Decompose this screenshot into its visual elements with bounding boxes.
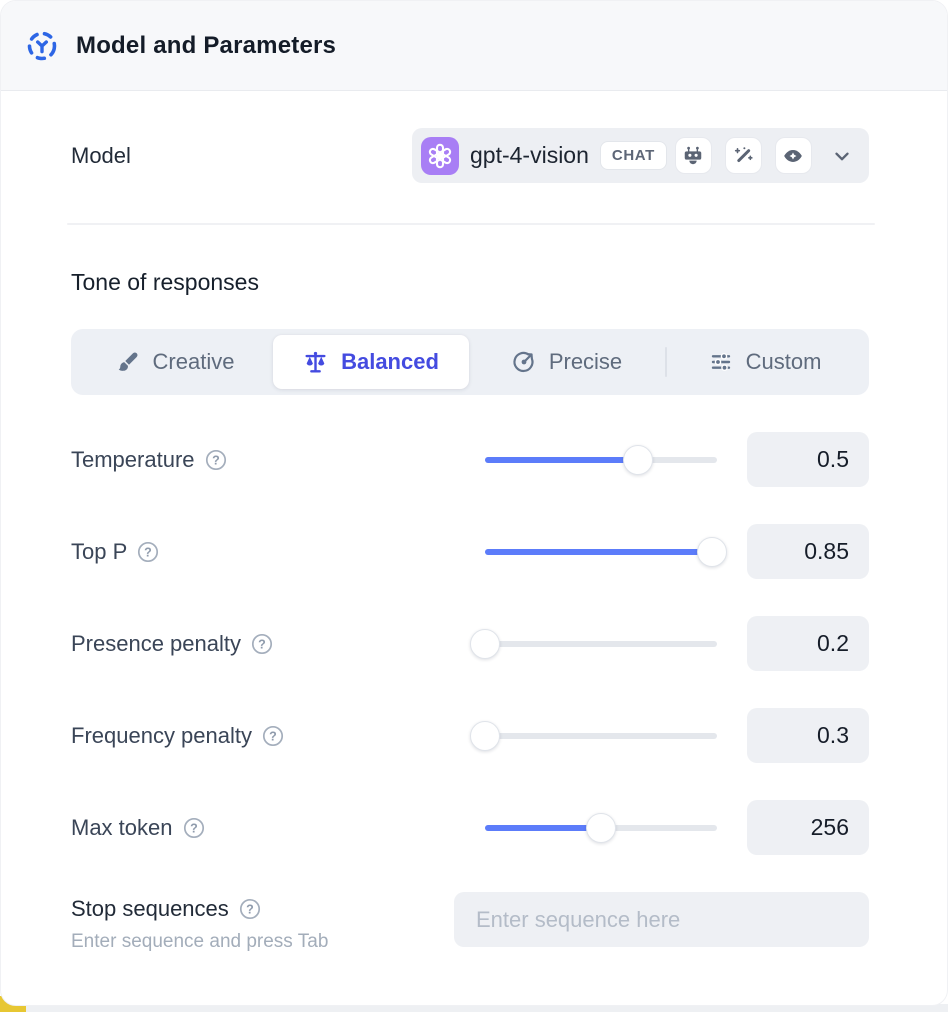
- tone-option-custom[interactable]: Custom: [667, 335, 863, 389]
- svg-text:?: ?: [246, 902, 254, 916]
- tone-option-balanced[interactable]: Balanced: [273, 335, 469, 389]
- model-select[interactable]: gpt-4-vision CHAT: [412, 128, 869, 183]
- stop-sequences-input[interactable]: [454, 892, 869, 947]
- top-p-value[interactable]: 0.85: [747, 524, 869, 579]
- target-arrow-icon: [512, 350, 536, 374]
- section-divider: [67, 223, 875, 225]
- tone-option-label: Creative: [152, 349, 235, 374]
- temperature-slider[interactable]: [485, 444, 717, 475]
- param-label-text: Frequency penalty: [71, 722, 252, 748]
- slider-fill: [485, 824, 601, 831]
- help-icon[interactable]: ?: [262, 725, 284, 747]
- param-row-frequency-penalty: Frequency penalty ? 0.3: [71, 708, 869, 763]
- param-label-text: Presence penalty: [71, 630, 241, 656]
- model-row: Model: [71, 128, 869, 183]
- slider-track: [485, 732, 717, 739]
- presence-penalty-value[interactable]: 0.2: [747, 616, 869, 671]
- svg-text:?: ?: [258, 637, 266, 651]
- vision-eye-icon: [774, 137, 812, 174]
- stop-sequences-row: Stop sequences ? Enter sequence and pres…: [71, 892, 869, 953]
- frequency-penalty-value[interactable]: 0.3: [747, 708, 869, 763]
- stop-sequences-label: Stop sequences: [71, 896, 229, 921]
- slider-thumb[interactable]: [470, 720, 500, 751]
- temperature-value[interactable]: 0.5: [747, 432, 869, 487]
- tone-segmented-control: Creative Balanced: [71, 329, 869, 395]
- slider-fill: [485, 456, 639, 463]
- param-label-text: Top P: [71, 538, 128, 564]
- param-label-text: Temperature: [71, 446, 195, 472]
- tone-section-title: Tone of responses: [71, 269, 259, 295]
- help-icon[interactable]: ?: [239, 898, 261, 920]
- svg-text:?: ?: [212, 453, 220, 467]
- svg-text:?: ?: [144, 545, 152, 559]
- background-strip: [0, 1004, 948, 1012]
- segment-divider: [665, 347, 667, 377]
- svg-text:?: ?: [190, 821, 198, 835]
- model-hub-icon: [25, 29, 59, 63]
- param-row-top-p: Top P ? 0.85: [71, 524, 869, 579]
- tone-option-precise[interactable]: Precise: [469, 335, 665, 389]
- help-icon[interactable]: ?: [183, 817, 205, 839]
- param-row-presence-penalty: Presence penalty ? 0.2: [71, 616, 869, 671]
- slider-fill: [485, 548, 713, 555]
- max-token-value[interactable]: 256: [747, 800, 869, 855]
- presence-penalty-slider[interactable]: [470, 628, 717, 659]
- magic-wand-icon: [724, 137, 762, 174]
- panel-body: Model: [1, 128, 947, 953]
- frequency-penalty-slider[interactable]: [470, 720, 717, 751]
- slider-thumb[interactable]: [586, 812, 616, 843]
- paintbrush-icon: [116, 350, 140, 374]
- model-name: gpt-4-vision: [470, 142, 589, 168]
- chevron-down-icon: [831, 145, 853, 167]
- model-label: Model: [71, 142, 131, 168]
- slider-thumb[interactable]: [623, 444, 654, 475]
- panel-header: Model and Parameters: [1, 1, 947, 91]
- param-label-text: Max token: [71, 814, 173, 840]
- param-row-max-token: Max token ? 256: [71, 800, 869, 855]
- slider-thumb[interactable]: [697, 536, 728, 567]
- stop-sequences-helper: Enter sequence and press Tab: [71, 931, 329, 952]
- help-icon[interactable]: ?: [251, 633, 273, 655]
- top-p-slider[interactable]: [485, 536, 728, 567]
- panel-title: Model and Parameters: [76, 31, 337, 59]
- chat-type-badge: CHAT: [599, 141, 667, 170]
- svg-text:?: ?: [269, 729, 277, 743]
- param-row-temperature: Temperature ? 0.5: [71, 432, 869, 487]
- openai-logo: [421, 136, 459, 175]
- balance-scale-icon: [303, 350, 328, 375]
- sliders-icon: [709, 350, 733, 374]
- tone-option-creative[interactable]: Creative: [77, 335, 273, 389]
- help-icon[interactable]: ?: [205, 449, 227, 471]
- tone-option-label: Custom: [745, 349, 822, 374]
- robot-icon: [674, 137, 712, 174]
- tone-option-label: Balanced: [341, 349, 439, 374]
- slider-thumb[interactable]: [470, 628, 500, 659]
- tone-option-label: Precise: [548, 349, 623, 374]
- slider-track: [485, 640, 717, 647]
- help-icon[interactable]: ?: [137, 541, 159, 563]
- max-token-slider[interactable]: [485, 812, 717, 843]
